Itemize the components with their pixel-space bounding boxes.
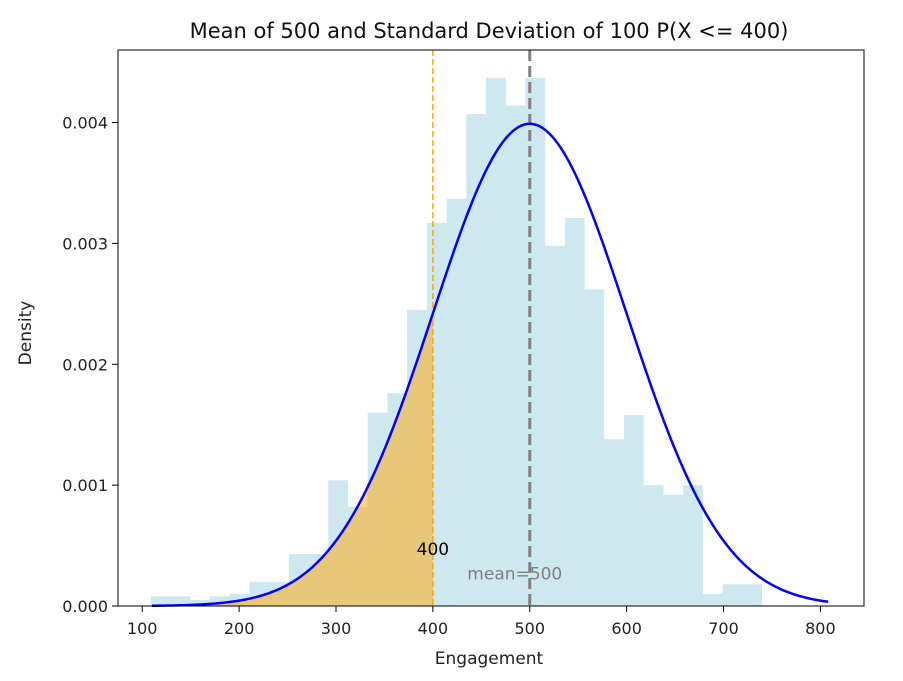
y-tick-label: 0.000 xyxy=(62,597,108,616)
x-tick-label: 400 xyxy=(418,619,449,638)
histogram-bar xyxy=(466,114,486,607)
x-axis: 100 200 300 400 500 600 700 800 xyxy=(127,606,836,638)
histogram-bar xyxy=(584,289,605,606)
histogram-bar xyxy=(446,198,467,607)
mean-annotation: mean=500 xyxy=(467,564,562,584)
x-tick-label: 800 xyxy=(805,619,836,638)
x-tick-label: 300 xyxy=(321,619,352,638)
x-tick-label: 200 xyxy=(224,619,255,638)
y-tick-label: 0.003 xyxy=(62,234,108,253)
histogram-bar xyxy=(742,584,762,606)
histogram-bar xyxy=(702,593,723,606)
chart-title: Mean of 500 and Standard Deviation of 10… xyxy=(190,19,789,43)
histogram-bar xyxy=(564,218,585,606)
y-tick-label: 0.004 xyxy=(62,114,108,133)
y-tick-label: 0.001 xyxy=(62,476,108,495)
histogram-bar xyxy=(683,485,703,606)
histogram-bar xyxy=(170,596,191,606)
x-axis-label: Engagement xyxy=(435,649,544,669)
histogram-bar xyxy=(190,599,210,606)
histogram-bar xyxy=(545,245,565,606)
histogram-bar xyxy=(722,584,743,606)
x-tick-label: 700 xyxy=(708,619,739,638)
histogram-bar xyxy=(624,415,644,606)
shaded-region xyxy=(151,313,433,606)
pdf-curve xyxy=(151,122,829,608)
threshold-annotation: 400 xyxy=(417,540,449,560)
x-tick-label: 100 xyxy=(127,619,158,638)
histogram-bar xyxy=(505,105,526,606)
histogram-bar xyxy=(209,596,230,606)
histogram-bar xyxy=(485,77,506,607)
y-axis-label: Density xyxy=(16,301,36,366)
plot-frame xyxy=(117,49,865,607)
histogram-bar xyxy=(604,439,625,606)
x-tick-label: 600 xyxy=(611,619,642,638)
x-tick-label: 500 xyxy=(514,619,545,638)
plot-area: 400 mean=500 xyxy=(150,50,829,608)
y-tick-label: 0.002 xyxy=(62,355,108,374)
histogram-bar xyxy=(150,596,171,606)
histogram-bar xyxy=(663,494,684,606)
y-axis: 0.000 0.001 0.002 0.003 0.004 xyxy=(62,114,118,616)
histogram-bar xyxy=(643,485,664,606)
